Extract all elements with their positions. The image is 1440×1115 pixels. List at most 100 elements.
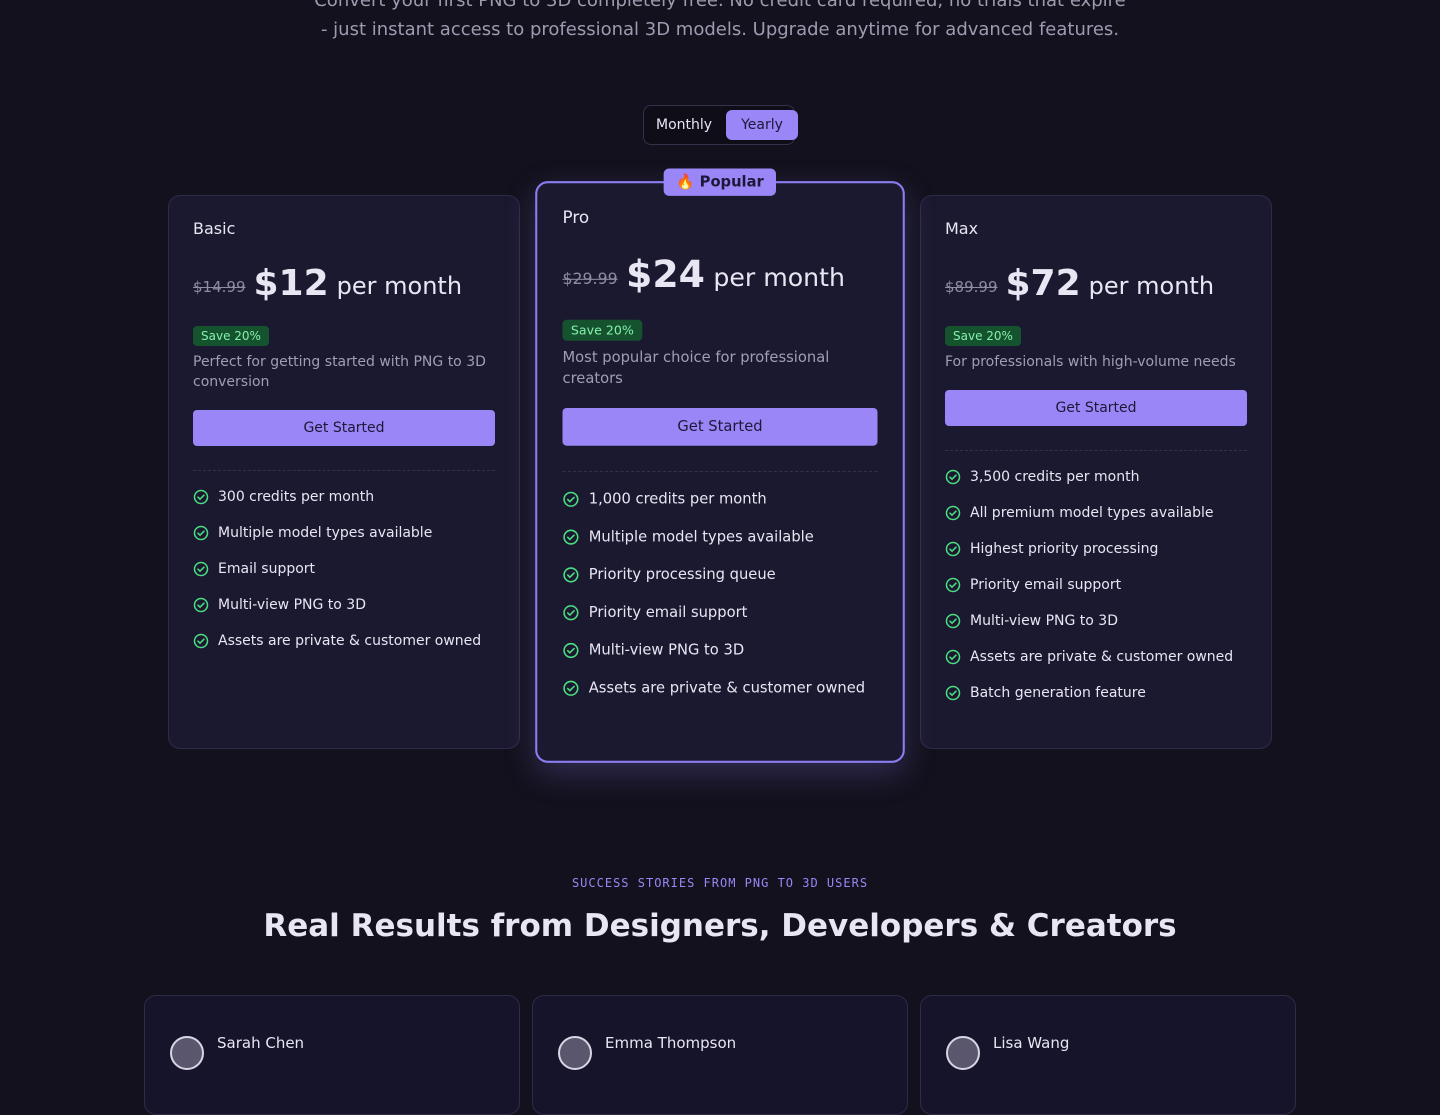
check-icon	[945, 649, 961, 665]
avatar	[558, 1036, 592, 1070]
feature-list: 300 credits per month Multiple model type…	[193, 487, 495, 651]
feature-text: Multi-view PNG to 3D	[218, 597, 366, 613]
billing-option[interactable]: Yearly	[726, 110, 798, 140]
plan-card: 🔥 Popular Pro $29.99 $24 per month Save 20% Mo…	[535, 168, 905, 763]
eyebrow: SUCCESS STORIES FROM PNG TO 3D USERS	[571, 876, 869, 890]
feature-text: Batch generation feature	[970, 685, 1146, 701]
feature-text: All premium model types available	[970, 505, 1214, 521]
save-badge: Save 20%	[562, 319, 643, 341]
price: $24	[626, 253, 705, 297]
period: per month	[1088, 272, 1215, 300]
check-icon	[945, 469, 961, 485]
feature: Multiple model types available	[193, 523, 495, 543]
price-row: $29.99 $24 per month	[563, 252, 878, 298]
cta-button[interactable]: Get Started	[193, 410, 495, 446]
check-icon	[563, 491, 579, 507]
feature-text: Highest priority processing	[970, 541, 1159, 557]
check-icon	[945, 613, 961, 629]
check-icon	[563, 605, 579, 621]
feature-text: Assets are private & customer owned	[970, 649, 1234, 665]
feature-list: 1,000 credits per month Multiple model ty…	[563, 489, 878, 699]
section-title: Real Results from Designers, Developers …	[263, 908, 1177, 944]
feature: Email support	[193, 559, 495, 579]
intro-line: Convert your first PNG to 3D completely …	[314, 0, 1126, 11]
popular-badge: 🔥 Popular	[663, 168, 777, 196]
testimonial-card: Emma Thompson	[532, 995, 908, 1115]
original-price: $89.99	[945, 278, 998, 296]
feature: Batch generation feature	[945, 683, 1247, 703]
cta-button[interactable]: Get Started	[562, 407, 878, 446]
feature-text: Multi-view PNG to 3D	[970, 613, 1118, 629]
feature: Multi-view PNG to 3D	[945, 611, 1247, 631]
feature-text: Multiple model types available	[588, 528, 814, 546]
feature: 300 credits per month	[193, 487, 495, 507]
feature-text: Priority processing queue	[588, 566, 776, 584]
price-row: $14.99 $12 per month	[193, 261, 495, 305]
save-wrap: Save 20%	[193, 305, 495, 346]
check-icon	[563, 642, 579, 659]
period: per month	[336, 272, 463, 300]
intro-line: - just instant access to professional 3D…	[320, 19, 1120, 40]
feature: Multiple model types available	[563, 527, 878, 548]
check-icon	[193, 489, 209, 505]
feature: 1,000 credits per month	[563, 489, 878, 510]
check-icon	[563, 680, 579, 696]
check-icon	[563, 567, 579, 583]
feature: Assets are private & customer owned	[193, 631, 495, 651]
original-price: $14.99	[193, 278, 246, 296]
plan-name: Max	[945, 219, 979, 238]
check-icon	[193, 525, 209, 541]
plan-card: Max $89.99 $72 per month Save 20% For profess…	[920, 195, 1272, 749]
feature: Assets are private & customer owned	[563, 678, 878, 699]
testimonial-card: Sarah Chen	[144, 995, 520, 1115]
feature: Highest priority processing	[945, 539, 1247, 559]
check-icon	[563, 529, 579, 545]
feature-text: Assets are private & customer owned	[218, 633, 482, 649]
feature: Assets are private & customer owned	[945, 647, 1247, 667]
check-icon	[193, 597, 209, 613]
check-icon	[945, 577, 961, 593]
save-badge: Save 20%	[945, 326, 1021, 346]
avatar	[170, 1036, 204, 1070]
check-icon	[193, 633, 209, 649]
divider	[193, 470, 495, 471]
feature-text: Multi-view PNG to 3D	[588, 642, 745, 659]
original-price: $29.99	[562, 269, 618, 289]
feature: Priority email support	[563, 602, 878, 623]
divider	[945, 450, 1247, 451]
plan-description: Perfect for getting started with PNG to …	[193, 354, 486, 390]
feature-text: Multiple model types available	[218, 525, 433, 541]
feature-text: Email support	[218, 561, 316, 577]
avatar	[946, 1036, 980, 1070]
price: $12	[253, 262, 329, 304]
plan-name: Pro	[562, 207, 590, 228]
price-row: $89.99 $72 per month	[945, 261, 1247, 305]
cta-button[interactable]: Get Started	[945, 390, 1247, 426]
feature-text: Priority email support	[970, 577, 1122, 593]
check-icon	[945, 541, 961, 557]
feature-text: 1,000 credits per month	[588, 490, 767, 508]
feature-text: 3,500 credits per month	[970, 469, 1140, 485]
plan-name: Basic	[193, 219, 236, 238]
check-icon	[945, 685, 961, 701]
billing-toggle: Monthly Yearly	[643, 105, 798, 145]
feature-text: Priority email support	[588, 604, 748, 622]
feature: Priority processing queue	[563, 564, 878, 585]
feature: Multi-view PNG to 3D	[193, 595, 495, 615]
divider	[562, 470, 878, 472]
billing-option[interactable]: Monthly	[656, 117, 713, 133]
save-badge: Save 20%	[193, 326, 269, 346]
save-wrap: Save 20%	[562, 298, 878, 341]
feature: Priority email support	[945, 575, 1247, 595]
person-name: Emma Thompson	[605, 1034, 737, 1052]
check-icon	[193, 561, 209, 577]
person-name: Sarah Chen	[217, 1034, 305, 1052]
plan-description: For professionals with high-volume needs	[945, 354, 1236, 370]
period: per month	[713, 263, 845, 293]
intro: Convert your first PNG to 3D completely …	[0, 0, 1440, 44]
check-icon	[945, 505, 961, 521]
testimonial-card: Lisa Wang	[920, 995, 1296, 1115]
feature: Multi-view PNG to 3D	[563, 640, 878, 661]
person-name: Lisa Wang	[993, 1034, 1070, 1052]
